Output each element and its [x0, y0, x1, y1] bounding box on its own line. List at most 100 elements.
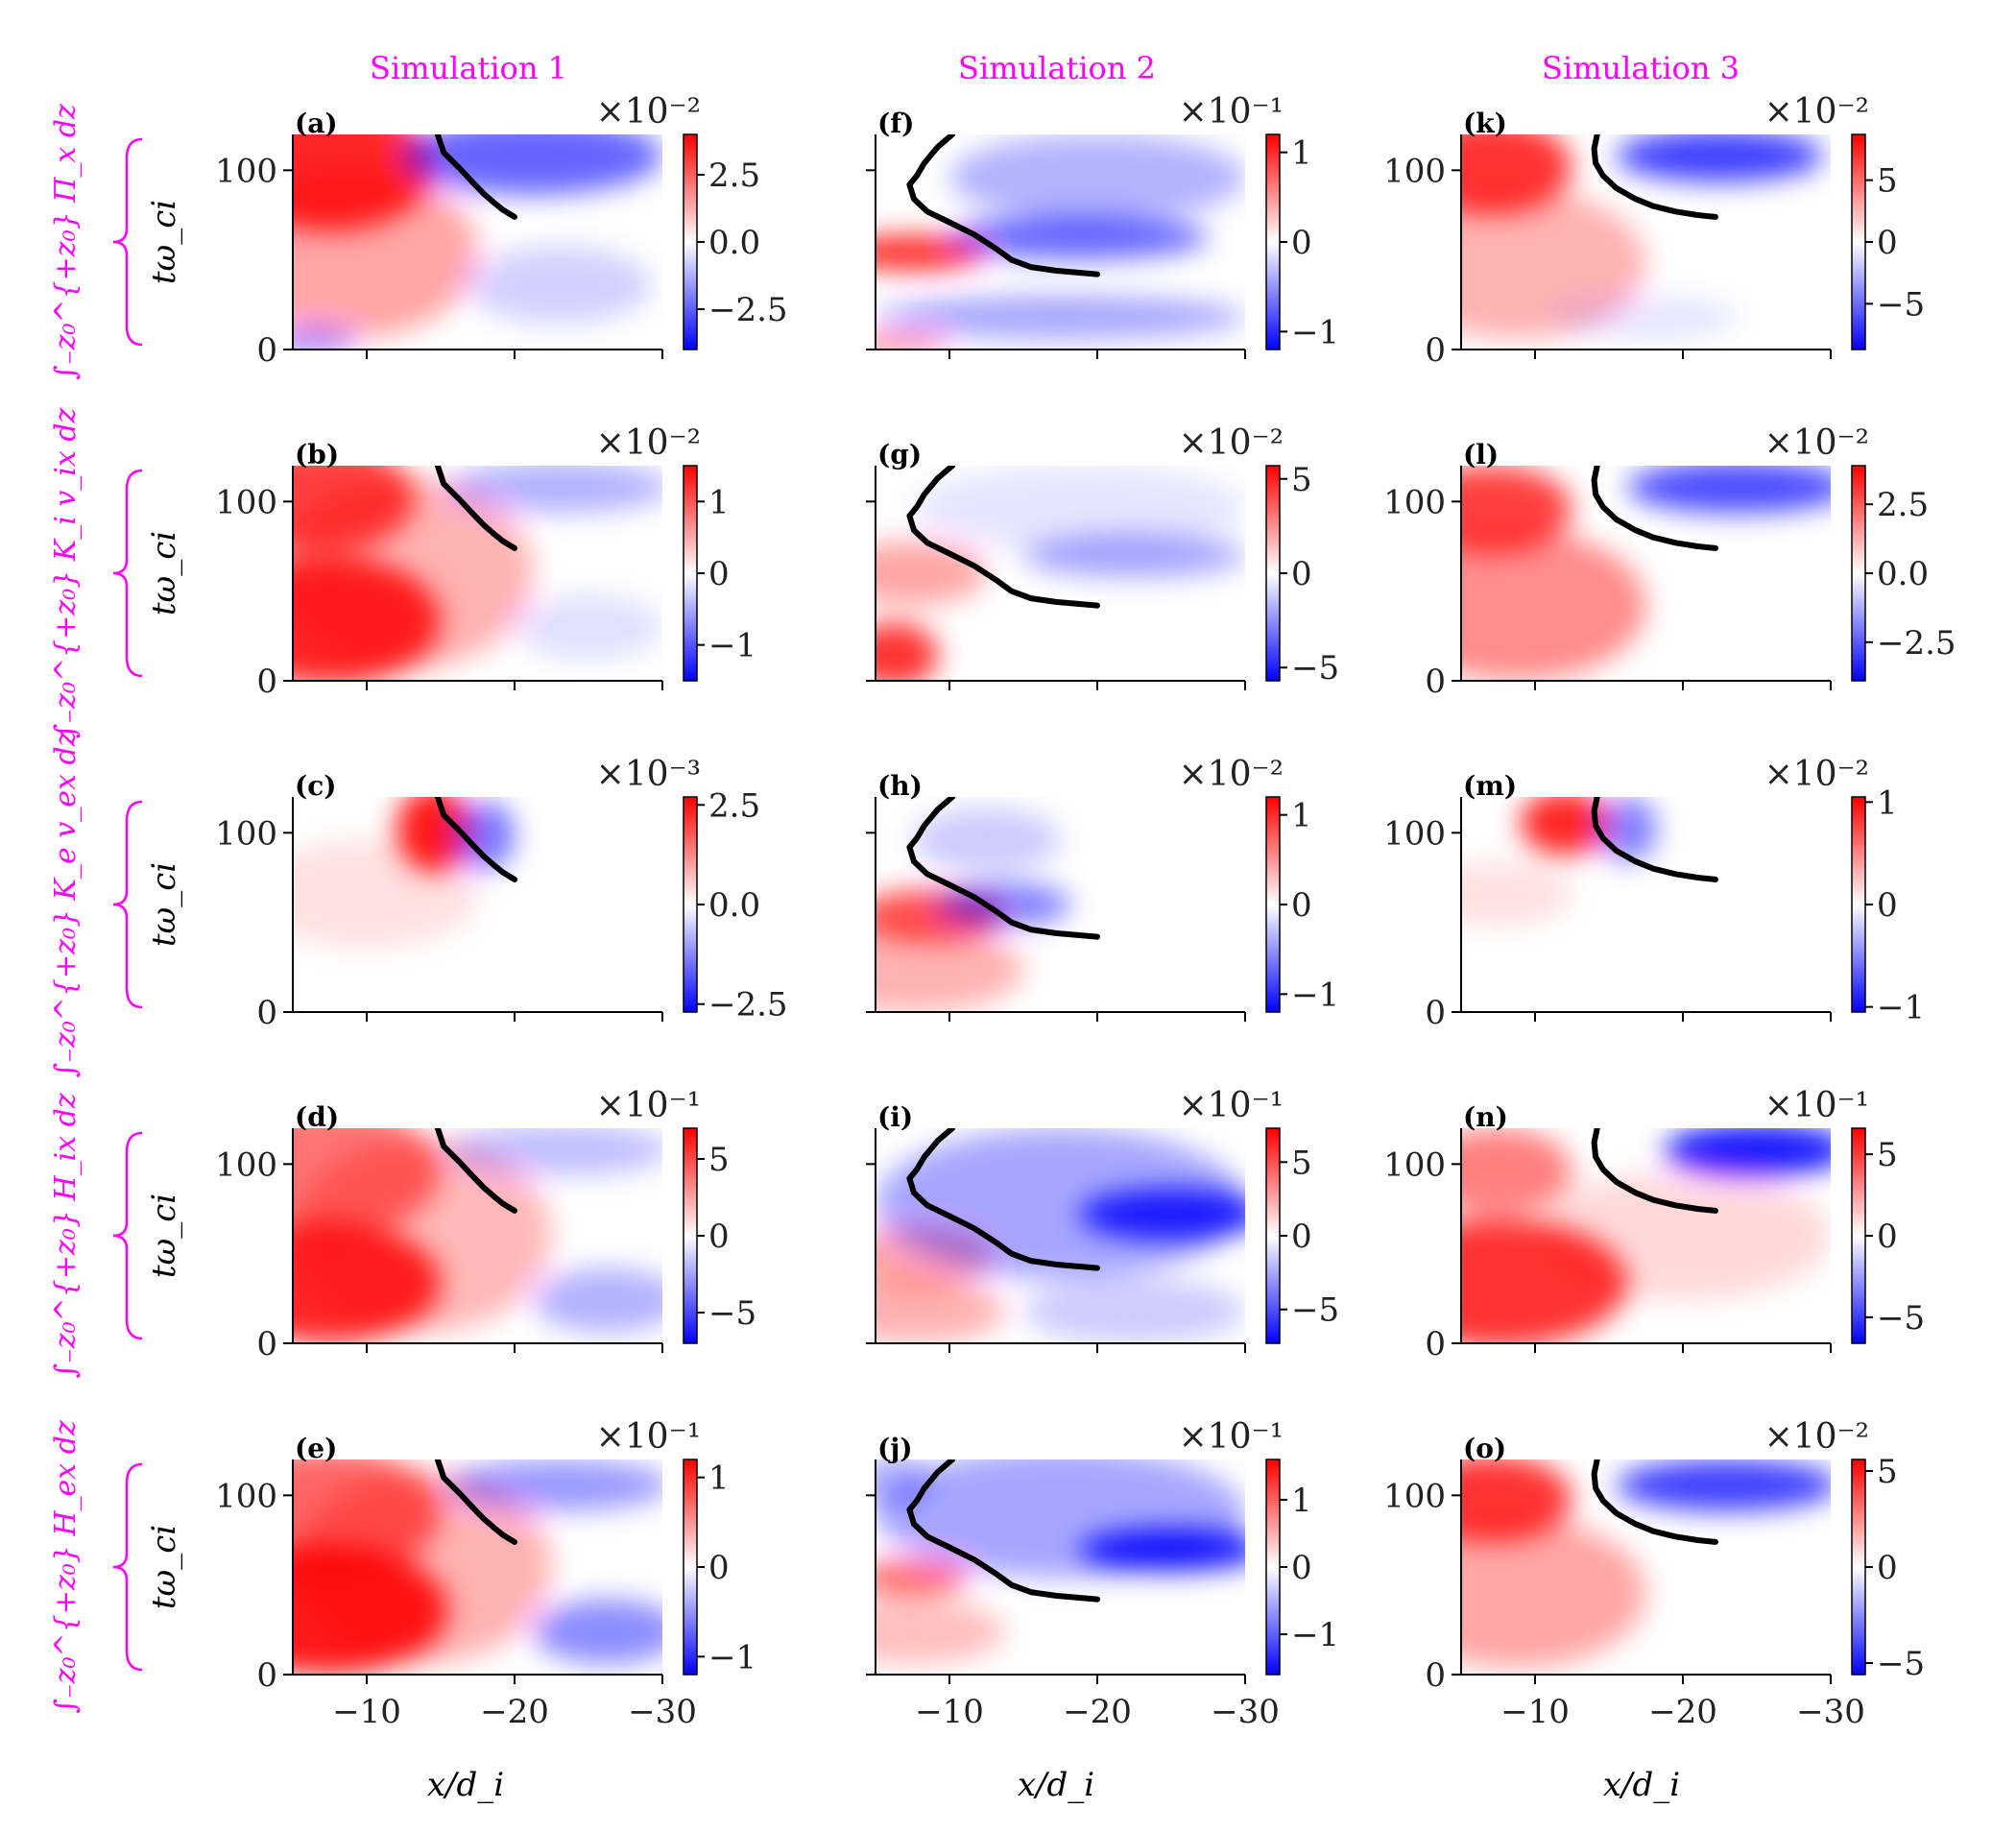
heatmap-region	[1597, 797, 1658, 862]
x-tick-label: −10	[915, 1693, 984, 1731]
row-brace	[112, 137, 143, 347]
row-label: ∫₋z₀^{+z₀} K_i v_ix dz	[49, 407, 83, 738]
scale-factor: ×10⁻²	[1764, 1417, 1869, 1457]
heatmap-region	[1616, 134, 1824, 182]
heatmap-region	[876, 1560, 969, 1596]
scale-factor: ×10⁻¹	[596, 1417, 701, 1457]
panel-i: (i) ×10⁻¹5 0 −5	[866, 1086, 1339, 1353]
heatmap-region	[876, 1459, 1245, 1579]
colorbar-tick-label: 0	[1877, 1218, 1898, 1256]
y-tick-label: 100	[1383, 1146, 1446, 1184]
front-curve	[906, 1128, 1100, 1271]
colorbar-tick-label: 1	[1291, 1482, 1312, 1520]
colorbar-tick-label: 0	[708, 1549, 730, 1587]
colorbar-tick-label: −2.5	[708, 986, 788, 1025]
heatmap-region	[876, 622, 939, 681]
y-tick-label: 100	[215, 1477, 277, 1515]
heatmap-region	[876, 1599, 1005, 1664]
colorbar-tick-label: 0	[1291, 886, 1312, 925]
heatmap-field	[876, 466, 1245, 681]
y-axis-label: tω_ci	[145, 200, 183, 284]
y-tick-label: 100	[215, 1146, 277, 1184]
y-axis-label: tω_ci	[145, 1525, 183, 1609]
panel-k: 0 100 (k) ×10⁻²5 0 −5	[1383, 92, 1925, 370]
panel-j: −10 −20 −30 (j) ×10⁻¹1 0 −1	[866, 1417, 1339, 1731]
colorbar-tick-label: 0	[1877, 224, 1898, 262]
colorbar	[1265, 133, 1281, 350]
row-label-group: ∫₋z₀^{+z₀} Π_x dz tω_ci	[49, 104, 183, 380]
colorbar	[1265, 1127, 1281, 1344]
y-tick-label: 0	[1425, 1325, 1446, 1363]
heatmap-region	[447, 1459, 662, 1511]
panel-l: 0 100 (l) ×10⁻²2.5 0.0 −2.5	[1383, 423, 1956, 701]
heatmap-region	[293, 166, 478, 339]
row-brace	[112, 1131, 143, 1340]
colorbar-tick-label: −5	[1877, 285, 1925, 324]
y-axis-label: tω_ci	[145, 531, 183, 615]
front-curve	[434, 1459, 517, 1545]
y-tick-label: 100	[215, 152, 277, 190]
heatmap-region	[533, 1599, 662, 1664]
front-curve	[906, 797, 1100, 940]
colorbar-tick-label: −1	[1877, 989, 1925, 1027]
front-curve	[434, 1128, 517, 1214]
row-label-group: ∫₋z₀^{+z₀} K_e v_ex dz tω_ci	[49, 731, 183, 1077]
row-label-group: ∫₋z₀^{+z₀} H_ex dz tω_ci	[49, 1420, 183, 1714]
y-tick-label: 100	[1383, 483, 1446, 521]
y-tick-label: 100	[215, 814, 277, 853]
heatmap-field	[876, 1128, 1245, 1343]
row-label: ∫₋z₀^{+z₀} H_ix dz	[49, 1093, 83, 1379]
colorbar-tick-label: 1	[1877, 784, 1898, 822]
colorbar-tick-label: 5	[1877, 162, 1898, 201]
heatmap-region	[533, 1267, 662, 1333]
colorbar	[683, 796, 698, 1013]
colorbar-tick-label: 0	[1291, 1218, 1312, 1256]
heatmap-region	[455, 801, 515, 871]
heatmap-region	[1023, 1278, 1245, 1343]
heatmap-region	[515, 594, 662, 660]
panel-m: 0 100 (m) ×10⁻²1 0 −1	[1383, 755, 1925, 1032]
panel-a: 0 100 (a) ×10⁻²2.5 0.0 −2.5	[215, 92, 787, 370]
y-tick-label: 0	[1425, 331, 1446, 370]
colorbar-tick-label: 2.5	[708, 157, 760, 195]
colorbar-tick-label: 0	[708, 1218, 730, 1256]
heatmap-region	[1535, 1170, 1831, 1301]
panel-h: (h) ×10⁻²1 0 −1	[866, 755, 1339, 1022]
heatmap-region	[293, 839, 478, 948]
row-label: ∫₋z₀^{+z₀} K_e v_ex dz	[49, 731, 83, 1077]
panel-label: (f)	[877, 108, 915, 139]
colorbar-tick-label: 0	[1877, 1549, 1898, 1587]
colorbar-tick-label: 0	[1291, 555, 1312, 593]
x-tick-label: −20	[480, 1693, 549, 1731]
panel-label: (j)	[877, 1433, 913, 1464]
scale-factor: ×10⁻¹	[1179, 92, 1284, 132]
row-brace	[112, 1462, 143, 1672]
colorbar	[683, 465, 698, 682]
panel-g: (g) ×10⁻²5 0 −5	[866, 423, 1339, 690]
front-curve	[434, 134, 517, 220]
colorbar-tick-label: −2.5	[708, 291, 788, 329]
colorbar-tick-label: 0	[1291, 1549, 1312, 1587]
colorbar-tick-label: 1	[708, 1459, 730, 1498]
heatmap-field	[876, 1459, 1245, 1675]
colorbar-tick-label: −5	[1291, 649, 1339, 687]
colorbar-tick-label: 0	[708, 555, 730, 593]
colorbar-tick-label: −1	[708, 1638, 756, 1676]
colorbar-tick-label: 5	[1291, 1144, 1312, 1182]
x-tick-label: −30	[628, 1693, 697, 1731]
colorbar	[1851, 796, 1866, 1013]
colorbar	[1265, 465, 1281, 682]
panel-n: 0 100 (n) ×10⁻¹5 0 −5	[1383, 1086, 1925, 1363]
front-curve	[1591, 797, 1718, 882]
colorbar-tick-label: 1	[1291, 797, 1312, 835]
colorbar	[1851, 133, 1866, 350]
heatmap-field	[1461, 1459, 1831, 1675]
y-tick-label: 0	[256, 663, 277, 701]
front-curve	[1591, 466, 1718, 551]
heatmap-region	[876, 336, 949, 350]
heatmap-region	[293, 329, 356, 350]
colorbar	[1851, 1459, 1866, 1676]
x-tick-label: −30	[1796, 1693, 1865, 1731]
colorbar-tick-label: 0	[1877, 886, 1898, 925]
column-title-1: Simulation 1	[370, 50, 567, 86]
